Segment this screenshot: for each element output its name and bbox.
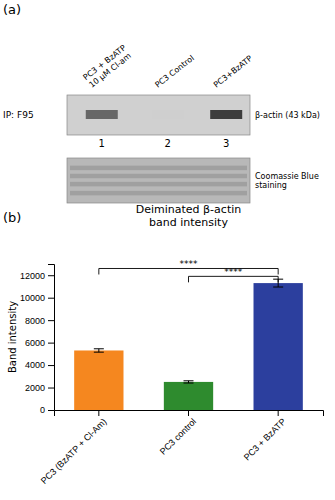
blot-label-line: β-actin (43 kDa) <box>255 111 320 120</box>
tick-label: 8000 <box>25 316 45 326</box>
x-axis: PC3 (BzATP + Cl-Am) PC3 control PC3 + BzAT… <box>39 410 324 486</box>
y-axis-label-line: Band intensity <box>7 301 18 373</box>
coomassie-box <box>67 158 250 203</box>
coomassie-band <box>70 191 247 196</box>
chart-container: (a)PC3 + BzATP10 µM Cl-amPC3 ControlPC3+… <box>0 0 335 500</box>
error-bar-line <box>98 349 99 352</box>
tick-label: 4000 <box>25 360 45 370</box>
panel-label-line: (b) <box>3 210 21 225</box>
lane-label-line: 1 <box>99 138 105 149</box>
significance-bracket <box>189 276 279 282</box>
tick-label: 0 <box>40 405 45 415</box>
blot-band <box>152 110 184 119</box>
tick: 10000 <box>20 293 54 303</box>
column-label: PC3 + BzATP10 µM Cl-am <box>82 43 134 89</box>
tick-mark <box>48 365 54 366</box>
coomassie-label: Coomassie Bluestaining <box>255 172 319 191</box>
column-label-line: 10 µM Cl-am <box>87 51 133 89</box>
tick-mark <box>48 298 54 299</box>
axis-line <box>55 411 324 417</box>
chart-title-line: band intensity <box>149 216 228 229</box>
column-label-line: PC3+BzATP <box>212 54 254 90</box>
panel-a: (a) PC3 + BzATP10 µM Cl-am PC3 Control PC3+… <box>3 2 320 203</box>
tick-mark <box>48 388 54 389</box>
y-axis: 0 2000 4000 6000 8000 10000 12000 <box>20 265 55 416</box>
lane-label-line: 3 <box>223 138 229 149</box>
lane-label: 3 <box>223 138 229 149</box>
tick-mark <box>98 410 99 416</box>
lane-label: 2 <box>164 138 170 149</box>
error-bar <box>184 381 194 383</box>
panel-label: (a) <box>3 2 21 17</box>
tick: 2000 <box>25 383 54 393</box>
significance-bracket <box>99 268 278 274</box>
coomassie-band <box>70 166 247 171</box>
tick-mark <box>188 410 189 416</box>
bar <box>254 283 303 410</box>
column-label: PC3 Control <box>153 54 196 90</box>
tick-label: 2000 <box>25 383 45 393</box>
axis-line <box>48 265 55 411</box>
blot-band <box>86 110 118 119</box>
tick-label: 10000 <box>20 293 45 303</box>
lane-label: 1 <box>99 138 105 149</box>
tick-label: PC3 control <box>158 416 198 456</box>
error-bar-line <box>184 380 194 381</box>
figure: (a)PC3 + BzATP10 µM Cl-amPC3 ControlPC3+… <box>0 0 335 500</box>
tick: 0 <box>40 405 54 415</box>
tick-mark <box>48 343 54 344</box>
tick-mark <box>48 275 54 276</box>
tick: 8000 <box>25 316 54 326</box>
ip-label: IP: F95 <box>3 110 34 120</box>
tick-label: 6000 <box>25 338 45 348</box>
bar <box>164 382 213 410</box>
tick: 12000 <box>20 271 54 281</box>
tick: PC3 (BzATP + Cl-Am) <box>39 410 109 486</box>
lane-label-line: 2 <box>164 138 170 149</box>
tick-label: PC3 (BzATP + Cl-Am) <box>39 416 109 486</box>
error-bar-line <box>184 383 194 384</box>
western-blot-box <box>67 95 250 135</box>
coomassie-band <box>70 174 247 179</box>
significance-label: **** <box>180 259 199 269</box>
coomassie-band <box>70 182 247 187</box>
panel-b: (b) Deiminated β-actinband intensity 0 2000… <box>3 203 324 486</box>
coomassie-label-line: staining <box>255 181 287 190</box>
error-bar-line <box>94 348 104 349</box>
ip-label-line: IP: F95 <box>3 110 34 120</box>
column-label-line: PC3 Control <box>153 54 196 90</box>
tick: 6000 <box>25 338 54 348</box>
tick-mark <box>48 410 54 411</box>
tick-mark <box>278 410 279 416</box>
significance-brackets: **** **** <box>99 259 278 282</box>
plot-marks <box>74 279 303 410</box>
blot-label: β-actin (43 kDa) <box>255 111 320 120</box>
error-bar-line <box>273 287 283 288</box>
panel-label-line: (a) <box>3 2 21 17</box>
chart-title-line: Deiminated β-actin <box>136 203 241 216</box>
tick: PC3 control <box>158 410 198 457</box>
tick: PC3 + BzATP <box>242 410 288 462</box>
blot-band <box>210 110 242 119</box>
tick-label: PC3 + BzATP <box>242 416 288 462</box>
significance-label: **** <box>224 267 243 277</box>
y-axis-label: Band intensity <box>7 301 18 373</box>
coomassie-label-line: Coomassie Blue <box>255 172 319 181</box>
column-label: PC3+BzATP <box>212 54 254 90</box>
tick: 4000 <box>25 360 54 370</box>
error-bar <box>94 349 104 352</box>
tick-mark <box>48 320 54 321</box>
error-bar-line <box>94 352 104 353</box>
bar <box>74 350 123 410</box>
chart-title: Deiminated β-actinband intensity <box>136 203 241 229</box>
panel-label: (b) <box>3 210 21 225</box>
tick-label: 12000 <box>20 271 45 281</box>
